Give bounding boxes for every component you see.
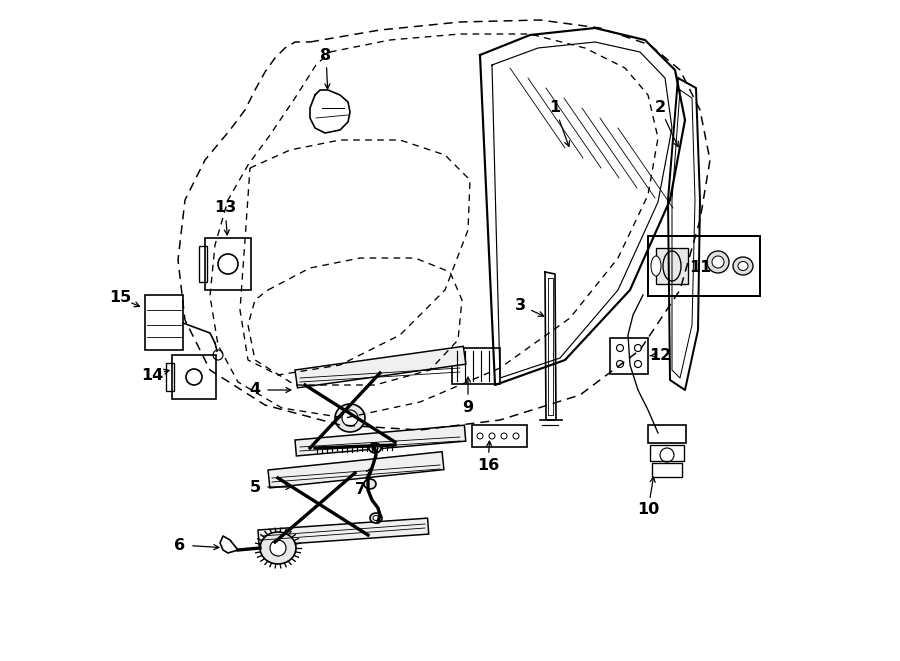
Bar	[452, 348, 500, 384]
Bar	[172, 355, 216, 399]
Ellipse shape	[372, 446, 378, 451]
Bar	[295, 425, 465, 456]
Text: 12: 12	[649, 348, 671, 362]
Text: 16: 16	[477, 457, 500, 473]
Text: 1: 1	[549, 100, 561, 116]
Text: 11: 11	[688, 260, 711, 276]
Ellipse shape	[342, 410, 358, 426]
Bar	[205, 238, 251, 290]
Ellipse shape	[364, 479, 376, 489]
Bar	[610, 338, 648, 374]
Text: 15: 15	[109, 290, 131, 305]
Ellipse shape	[260, 532, 296, 564]
Bar	[166, 363, 174, 391]
Bar	[295, 346, 466, 388]
Text: 14: 14	[141, 368, 163, 383]
Text: 5: 5	[249, 479, 261, 494]
Bar	[648, 236, 760, 296]
Bar	[145, 295, 183, 350]
Text: 6: 6	[175, 537, 185, 553]
Bar	[648, 425, 686, 443]
Ellipse shape	[270, 540, 286, 556]
Text: 7: 7	[355, 483, 365, 498]
Bar	[268, 451, 444, 488]
Ellipse shape	[370, 513, 382, 523]
Text: 2: 2	[654, 100, 666, 116]
Ellipse shape	[663, 251, 681, 281]
Ellipse shape	[651, 256, 661, 276]
Ellipse shape	[373, 516, 379, 520]
Text: 10: 10	[637, 502, 659, 518]
Text: 8: 8	[320, 48, 331, 63]
Ellipse shape	[369, 443, 381, 453]
Text: 13: 13	[214, 200, 236, 215]
Bar	[656, 248, 688, 284]
Bar	[652, 463, 682, 477]
Bar	[199, 246, 207, 282]
Bar	[472, 425, 527, 447]
Ellipse shape	[712, 256, 724, 268]
Ellipse shape	[733, 257, 753, 275]
Text: 9: 9	[463, 399, 473, 414]
Ellipse shape	[738, 262, 748, 270]
Text: 3: 3	[515, 297, 526, 313]
Bar	[258, 518, 428, 546]
Text: 4: 4	[249, 383, 261, 397]
Ellipse shape	[335, 404, 365, 432]
Ellipse shape	[707, 251, 729, 273]
Bar	[650, 445, 684, 461]
